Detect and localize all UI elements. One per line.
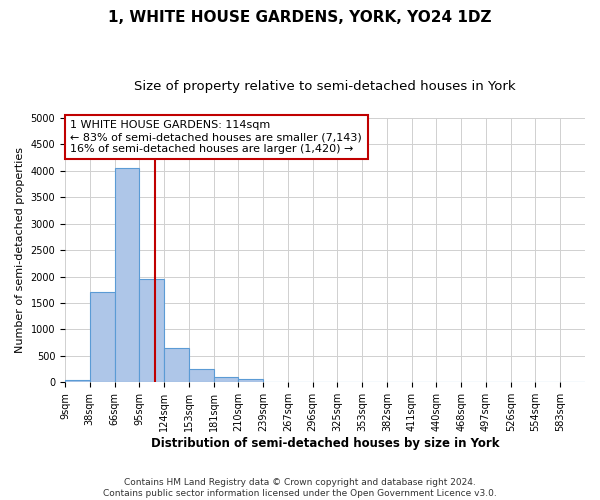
- Text: 1 WHITE HOUSE GARDENS: 114sqm
← 83% of semi-detached houses are smaller (7,143)
: 1 WHITE HOUSE GARDENS: 114sqm ← 83% of s…: [70, 120, 362, 154]
- Bar: [164, 348, 189, 382]
- X-axis label: Distribution of semi-detached houses by size in York: Distribution of semi-detached houses by …: [151, 437, 499, 450]
- Bar: [139, 279, 164, 382]
- Bar: [238, 378, 263, 382]
- Bar: [189, 369, 214, 382]
- Y-axis label: Number of semi-detached properties: Number of semi-detached properties: [15, 147, 25, 353]
- Title: Size of property relative to semi-detached houses in York: Size of property relative to semi-detach…: [134, 80, 516, 93]
- Text: 1, WHITE HOUSE GARDENS, YORK, YO24 1DZ: 1, WHITE HOUSE GARDENS, YORK, YO24 1DZ: [108, 10, 492, 25]
- Bar: [214, 377, 238, 382]
- Bar: [115, 168, 139, 382]
- Bar: [90, 292, 115, 382]
- Bar: [65, 380, 90, 382]
- Text: Contains HM Land Registry data © Crown copyright and database right 2024.
Contai: Contains HM Land Registry data © Crown c…: [103, 478, 497, 498]
